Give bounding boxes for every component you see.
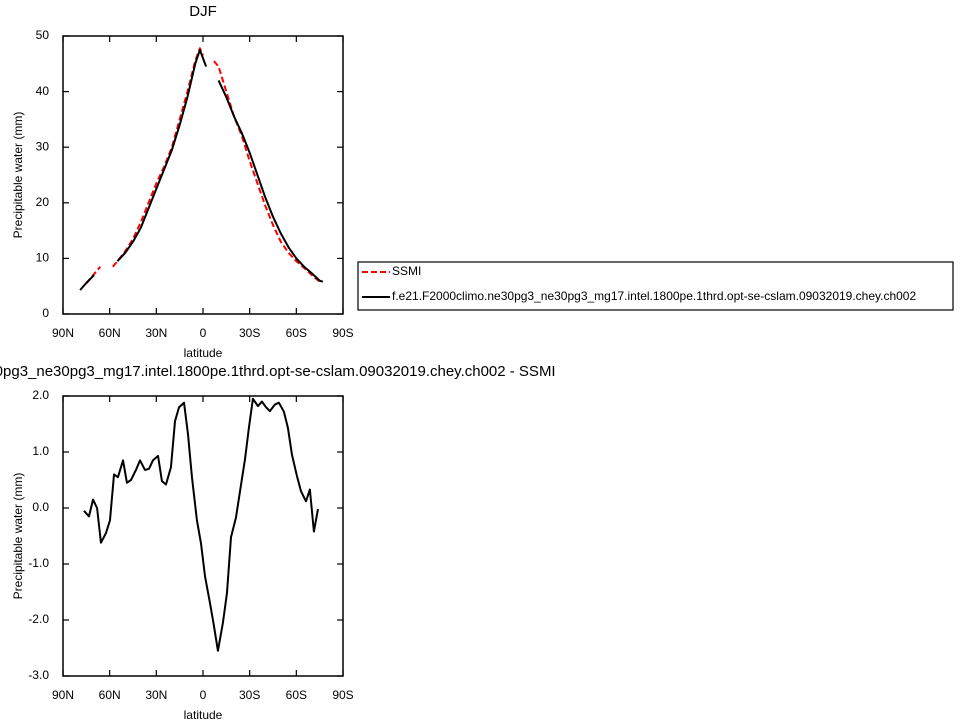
y-axis-label: Precipitable water (mm) [11,473,25,600]
y-tick-label: 10 [36,251,50,265]
x-axis-label: latitude [184,346,223,360]
y-tick-label: 0 [42,306,49,320]
x-tick-label: 60N [99,688,121,702]
x-tick-label: 30N [145,688,167,702]
y-tick-label: 50 [36,28,50,42]
series-line [79,48,324,291]
y-tick-label: -1.0 [28,556,49,570]
y-tick-label: -3.0 [28,668,49,682]
y-tick-label: -2.0 [28,612,49,626]
plot-frame [62,35,344,315]
x-tick-label: 90N [52,688,74,702]
x-tick-label: 30N [145,326,167,340]
series-line [85,47,321,285]
y-tick-label: 20 [36,195,50,209]
x-tick-label: 30S [239,688,260,702]
x-tick-label: 90S [332,688,353,702]
y-tick-label: 2.0 [32,388,49,402]
y-tick-label: 30 [36,139,50,153]
x-tick-label: 60S [286,688,307,702]
x-tick-label: 60S [286,326,307,340]
series-line [83,397,319,652]
x-tick-label: 90N [52,326,74,340]
legend-label: f.e21.F2000climo.ne30pg3_ne30pg3_mg17.in… [392,289,916,303]
x-tick-label: 30S [239,326,260,340]
legend-box [357,261,954,311]
x-axis-label: latitude [184,708,223,722]
y-tick-label: 1.0 [32,444,49,458]
x-tick-label: 60N [99,326,121,340]
y-axis-label: Precipitable water (mm) [11,112,25,239]
chart-title: DJF [189,3,217,20]
legend-label: SSMI [392,264,421,278]
y-tick-label: 40 [36,84,50,98]
y-tick-label: 0.0 [32,500,49,514]
x-tick-label: 0 [200,326,207,340]
x-tick-label: 0 [200,688,207,702]
chart-title: f.e21.F2000climo.ne30pg3_ne30pg3_mg17.in… [0,363,556,380]
x-tick-label: 90S [332,326,353,340]
